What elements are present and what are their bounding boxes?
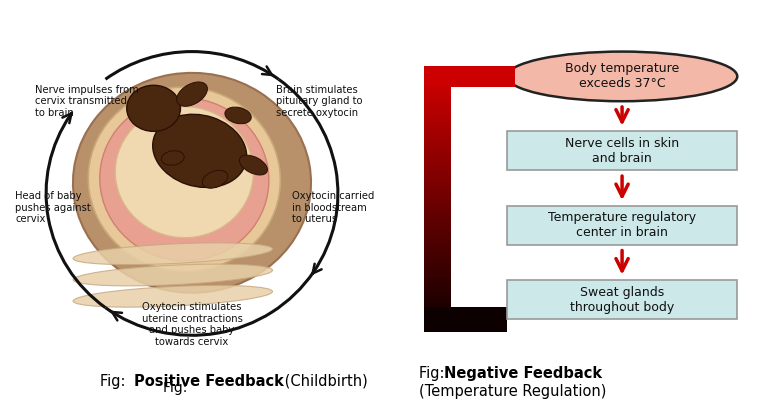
Text: Brain stimulates
pituitary gland to
secrete oxytocin: Brain stimulates pituitary gland to secr…	[276, 85, 363, 118]
Bar	[424, 267, 451, 271]
Bar	[424, 259, 451, 263]
Text: Sweat glands
throughout body: Sweat glands throughout body	[570, 286, 674, 314]
Bar	[424, 149, 451, 153]
Ellipse shape	[240, 155, 267, 175]
Bar	[424, 307, 451, 311]
Text: Fig:: Fig:	[100, 374, 130, 389]
Ellipse shape	[507, 52, 737, 101]
Text: (Temperature Regulation): (Temperature Regulation)	[419, 384, 606, 399]
Bar	[424, 275, 451, 279]
FancyBboxPatch shape	[507, 280, 737, 319]
Bar	[424, 198, 451, 202]
Text: Oxytocin carried
in bloodstream
to uterus: Oxytocin carried in bloodstream to uteru…	[292, 191, 374, 224]
Bar	[424, 234, 451, 238]
Bar	[424, 89, 451, 93]
Bar	[424, 255, 451, 259]
Bar	[424, 226, 451, 230]
Bar	[424, 307, 507, 332]
Bar	[424, 206, 451, 210]
Ellipse shape	[225, 107, 251, 124]
Bar	[424, 299, 451, 303]
Bar	[424, 137, 451, 141]
Bar	[424, 182, 451, 186]
Bar	[424, 162, 451, 166]
Bar	[424, 81, 451, 85]
Bar	[424, 174, 451, 178]
Bar	[424, 85, 451, 89]
Bar	[424, 105, 451, 109]
Text: Positive Feedback: Positive Feedback	[134, 374, 284, 389]
Text: (Childbirth): (Childbirth)	[280, 374, 368, 389]
Text: Fig:: Fig:	[419, 366, 449, 381]
Bar	[424, 145, 451, 149]
Ellipse shape	[115, 106, 253, 238]
Bar	[424, 230, 451, 234]
FancyBboxPatch shape	[507, 131, 737, 170]
Bar	[424, 238, 451, 243]
Bar	[424, 243, 451, 247]
Bar	[424, 77, 451, 81]
Bar	[424, 287, 451, 291]
Bar	[424, 153, 451, 158]
Text: Negative Feedback: Negative Feedback	[444, 366, 602, 381]
Bar	[424, 202, 451, 206]
Bar	[424, 222, 451, 226]
Bar	[424, 125, 451, 129]
Ellipse shape	[202, 170, 228, 188]
Text: Nerve impulses from
cervix transmitted
to brain: Nerve impulses from cervix transmitted t…	[35, 85, 138, 118]
Bar	[424, 271, 451, 275]
Bar	[424, 117, 451, 121]
Bar	[424, 210, 451, 214]
Bar	[424, 247, 451, 251]
Bar	[424, 121, 451, 125]
Ellipse shape	[100, 98, 269, 261]
Bar	[424, 186, 451, 190]
Ellipse shape	[127, 85, 180, 131]
Ellipse shape	[177, 82, 207, 106]
Bar	[424, 129, 451, 133]
Bar	[424, 133, 451, 137]
Bar	[424, 166, 451, 170]
Bar	[424, 158, 451, 162]
Ellipse shape	[73, 285, 273, 307]
Bar	[424, 194, 451, 198]
Bar	[424, 311, 451, 315]
Bar	[424, 303, 451, 307]
Text: Fig:: Fig:	[164, 382, 192, 395]
Bar	[424, 279, 451, 283]
Bar	[424, 283, 451, 287]
Text: Head of baby
pushes against
cervix: Head of baby pushes against cervix	[15, 191, 91, 224]
Text: Body temperature
exceeds 37°C: Body temperature exceeds 37°C	[565, 62, 679, 90]
Bar	[424, 101, 451, 105]
Bar	[424, 251, 451, 255]
Bar	[424, 113, 451, 117]
Bar	[424, 178, 451, 182]
Bar	[424, 141, 451, 145]
Bar	[424, 109, 451, 113]
Text: Nerve cells in skin
and brain: Nerve cells in skin and brain	[565, 137, 679, 165]
Ellipse shape	[73, 264, 273, 286]
Bar	[424, 218, 451, 222]
Ellipse shape	[153, 114, 247, 187]
Bar	[424, 93, 451, 97]
FancyBboxPatch shape	[507, 206, 737, 245]
Text: Oxytocin stimulates
uterine contractions
and pushes baby
towards cervix: Oxytocin stimulates uterine contractions…	[141, 302, 243, 347]
Bar	[424, 295, 451, 299]
Text: Temperature regulatory
center in brain: Temperature regulatory center in brain	[548, 211, 696, 239]
Bar	[424, 190, 451, 194]
Bar	[424, 66, 515, 87]
Ellipse shape	[88, 87, 280, 271]
Ellipse shape	[161, 151, 184, 165]
Ellipse shape	[73, 73, 311, 293]
Bar	[424, 263, 451, 267]
Bar	[424, 291, 451, 295]
Ellipse shape	[73, 243, 273, 265]
Bar	[424, 170, 451, 174]
Bar	[424, 315, 451, 319]
Bar	[424, 97, 451, 101]
Bar	[424, 214, 451, 218]
